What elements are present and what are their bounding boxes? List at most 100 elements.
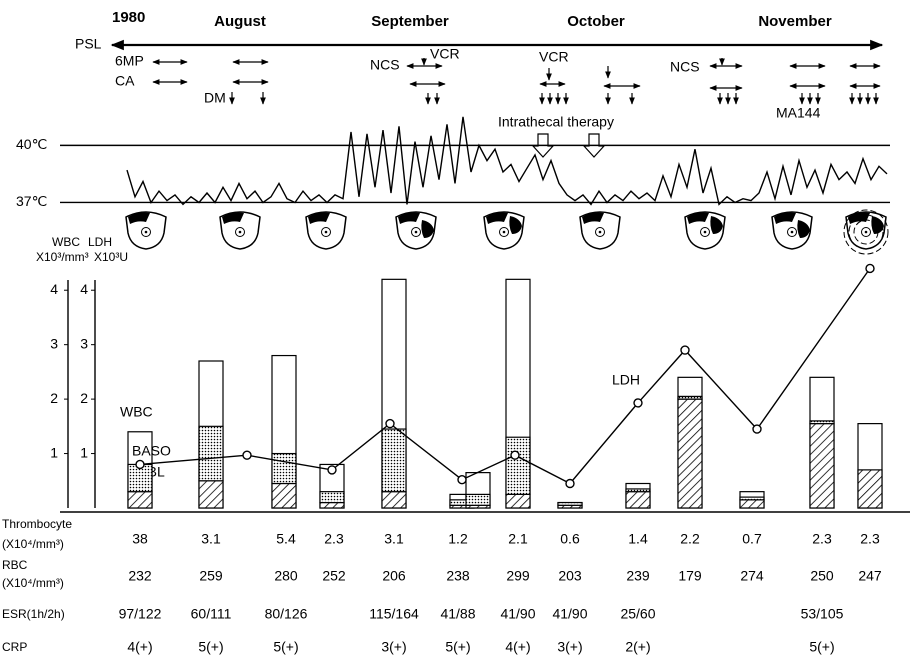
abdomen-icon [580,212,620,249]
drug-label: NCS [670,59,700,75]
ldh-point [458,476,466,484]
drug-label: VCR [430,46,460,62]
table-cell: 2.2 [680,531,700,547]
y-tick-label: 1 [50,444,58,460]
bar-segment [272,454,296,484]
table-cell: 41/90 [500,606,535,622]
y-tick-label: 3 [50,335,58,351]
bar-segment [678,396,702,399]
abdomen-icon [844,210,888,254]
month-label: November [758,13,832,30]
drug-label: 6MP [115,53,144,69]
table-cell: 259 [199,568,223,584]
bar-segment [128,492,152,508]
page: 1980AugustSeptemberOctoberNovemberPSL6MP… [0,0,912,659]
month-label: October [567,13,625,30]
table-cell: 115/164 [369,606,419,622]
bar-segment [858,470,882,508]
table-cell: 239 [626,568,650,584]
row-label: CRP [2,640,27,654]
table-cell: 4(+) [505,639,530,655]
y2-tick-label: 3 [80,335,88,351]
y-tick-label: 4 [50,281,58,297]
abdomen-icon [306,212,346,249]
table-cell: 53/105 [801,606,844,622]
table-cell: 5(+) [198,639,223,655]
bar-segment [558,503,582,506]
abdomen-icon [396,212,436,249]
drug-label: NCS [370,57,400,73]
abdomen-icon [220,212,260,249]
series-label: WBC [120,404,153,420]
table-cell: 2.3 [324,531,344,547]
icon-navel-dot [415,231,418,234]
table-cell: 2.1 [508,531,528,547]
table-cell: 2.3 [812,531,832,547]
row-label: (X10⁴/mm³) [2,576,64,590]
bar-segment [740,497,764,500]
table-cell: 1.2 [448,531,468,547]
bar-segment [626,489,650,492]
intrathecal-label: Intrathecal therapy [498,114,614,130]
drug-label: DM [204,90,226,106]
table-cell: 3(+) [557,639,582,655]
bar-segment [199,481,223,508]
table-cell: 203 [558,568,582,584]
table-cell: 5(+) [273,639,298,655]
bar-segment [506,437,530,494]
table-cell: 5(+) [445,639,470,655]
ldh-point [866,264,874,272]
ldh-point [681,346,689,354]
y2-axis-title: LDH [88,235,112,249]
table-cell: 5(+) [809,639,834,655]
table-cell: 25/60 [620,606,655,622]
table-cell: 299 [506,568,530,584]
ldh-point [136,460,144,468]
y-axis-unit: X10³/mm³ [36,250,89,264]
bar-segment [466,494,490,505]
bar-segment [199,426,223,480]
y-tick-label: 40℃ [16,136,47,152]
bar-segment [506,494,530,508]
temperature-line [127,117,887,205]
bar-segment [272,484,296,509]
table-cell: 2(+) [625,639,650,655]
drug-label: PSL [75,36,102,52]
abdomen-icon [685,212,725,249]
table-cell: 3(+) [381,639,406,655]
month-label: September [371,13,449,30]
ldh-point [753,425,761,433]
y-tick-label: 37℃ [16,193,47,209]
table-cell: 179 [678,568,702,584]
icon-navel-dot [239,231,242,234]
table-cell: 5.4 [276,531,296,547]
table-cell: 41/90 [552,606,587,622]
series-label: BASO [132,443,171,459]
table-cell: 280 [274,568,298,584]
icon-navel-dot [503,231,506,234]
y2-tick-label: 4 [80,281,88,297]
y2-axis-unit: X10³U [94,250,128,264]
ldh-point [386,420,394,428]
bar-segment [810,424,834,508]
bar-segment [678,399,702,508]
bar-segment [320,492,344,503]
y2-tick-label: 2 [80,390,88,406]
icon-navel-dot [145,231,148,234]
table-cell: 0.6 [560,531,580,547]
table-cell: 41/88 [440,606,475,622]
row-label: RBC [2,558,28,572]
table-cell: 274 [740,568,764,584]
icon-navel-dot [599,231,602,234]
table-cell: 2.3 [860,531,880,547]
icon-navel-dot [704,231,707,234]
ldh-point [243,451,251,459]
y-tick-label: 2 [50,390,58,406]
table-cell: 97/122 [119,606,162,622]
drug-label: VCR [539,49,569,65]
icon-navel-dot [325,231,328,234]
icon-navel-dot [791,231,794,234]
row-label: (X10⁴/mm³) [2,537,64,551]
bar-segment [626,492,650,508]
table-cell: 0.7 [742,531,762,547]
